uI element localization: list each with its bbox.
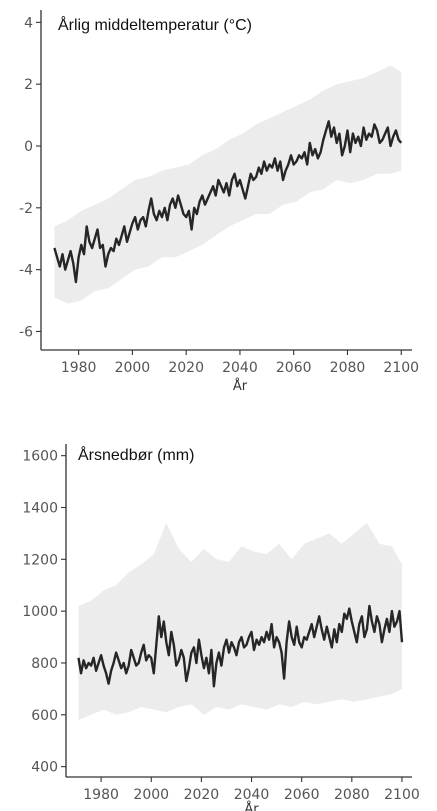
x-tick-label: 2000 — [115, 360, 151, 376]
y-tick-label: 600 — [31, 708, 58, 724]
y-tick-label: -4 — [19, 263, 33, 279]
series-line-0 — [77, 604, 404, 688]
series-line-0 — [53, 120, 403, 284]
x-tick-label: 2080 — [330, 360, 366, 376]
temperature-chart: 4 2 0 -2 -4 -6 1980 2000 2020 2040 2060 2080 2100 År Å… — [19, 10, 419, 394]
y-tick-label: 800 — [31, 656, 58, 672]
x-tick-label: 2100 — [384, 787, 420, 803]
x-tick-label: 2020 — [168, 360, 204, 376]
y-tick-label: 1600 — [22, 449, 58, 465]
y-tick-label: 1200 — [22, 552, 58, 568]
x-tick-label: 1980 — [61, 360, 97, 376]
y-tick-label: 400 — [31, 760, 58, 776]
y-tick-label: 4 — [24, 15, 33, 31]
x-axis-title: År — [244, 801, 259, 811]
y-tick-label: -2 — [19, 201, 33, 217]
x-tick-label: 2040 — [234, 787, 270, 803]
x-tick-label: 2060 — [284, 787, 320, 803]
x-axis-title: År — [233, 378, 248, 394]
precipitation-chart: 1600 1400 1200 1000 800 600 400 1980 2000 2020 204… — [22, 444, 420, 811]
y-tick-label: 2 — [24, 77, 33, 93]
y-tick-label: 1400 — [22, 500, 58, 516]
y-tick-label: 0 — [24, 139, 33, 155]
x-tick-label: 2000 — [133, 787, 169, 803]
x-tick-label: 2020 — [184, 787, 220, 803]
x-tick-label: 1980 — [83, 787, 119, 803]
x-tick-label: 2060 — [276, 360, 312, 376]
chart-title: Årlig middeltemperatur (°C) — [58, 15, 252, 34]
x-tick-label: 2100 — [383, 360, 419, 376]
x-tick-label: 2040 — [222, 360, 258, 376]
chart-title: Årsnedbør (mm) — [78, 445, 194, 464]
spread-band — [78, 523, 402, 720]
y-tick-label: 1000 — [22, 604, 58, 620]
y-tick-label: -6 — [19, 324, 33, 340]
x-tick-label: 2080 — [334, 787, 370, 803]
